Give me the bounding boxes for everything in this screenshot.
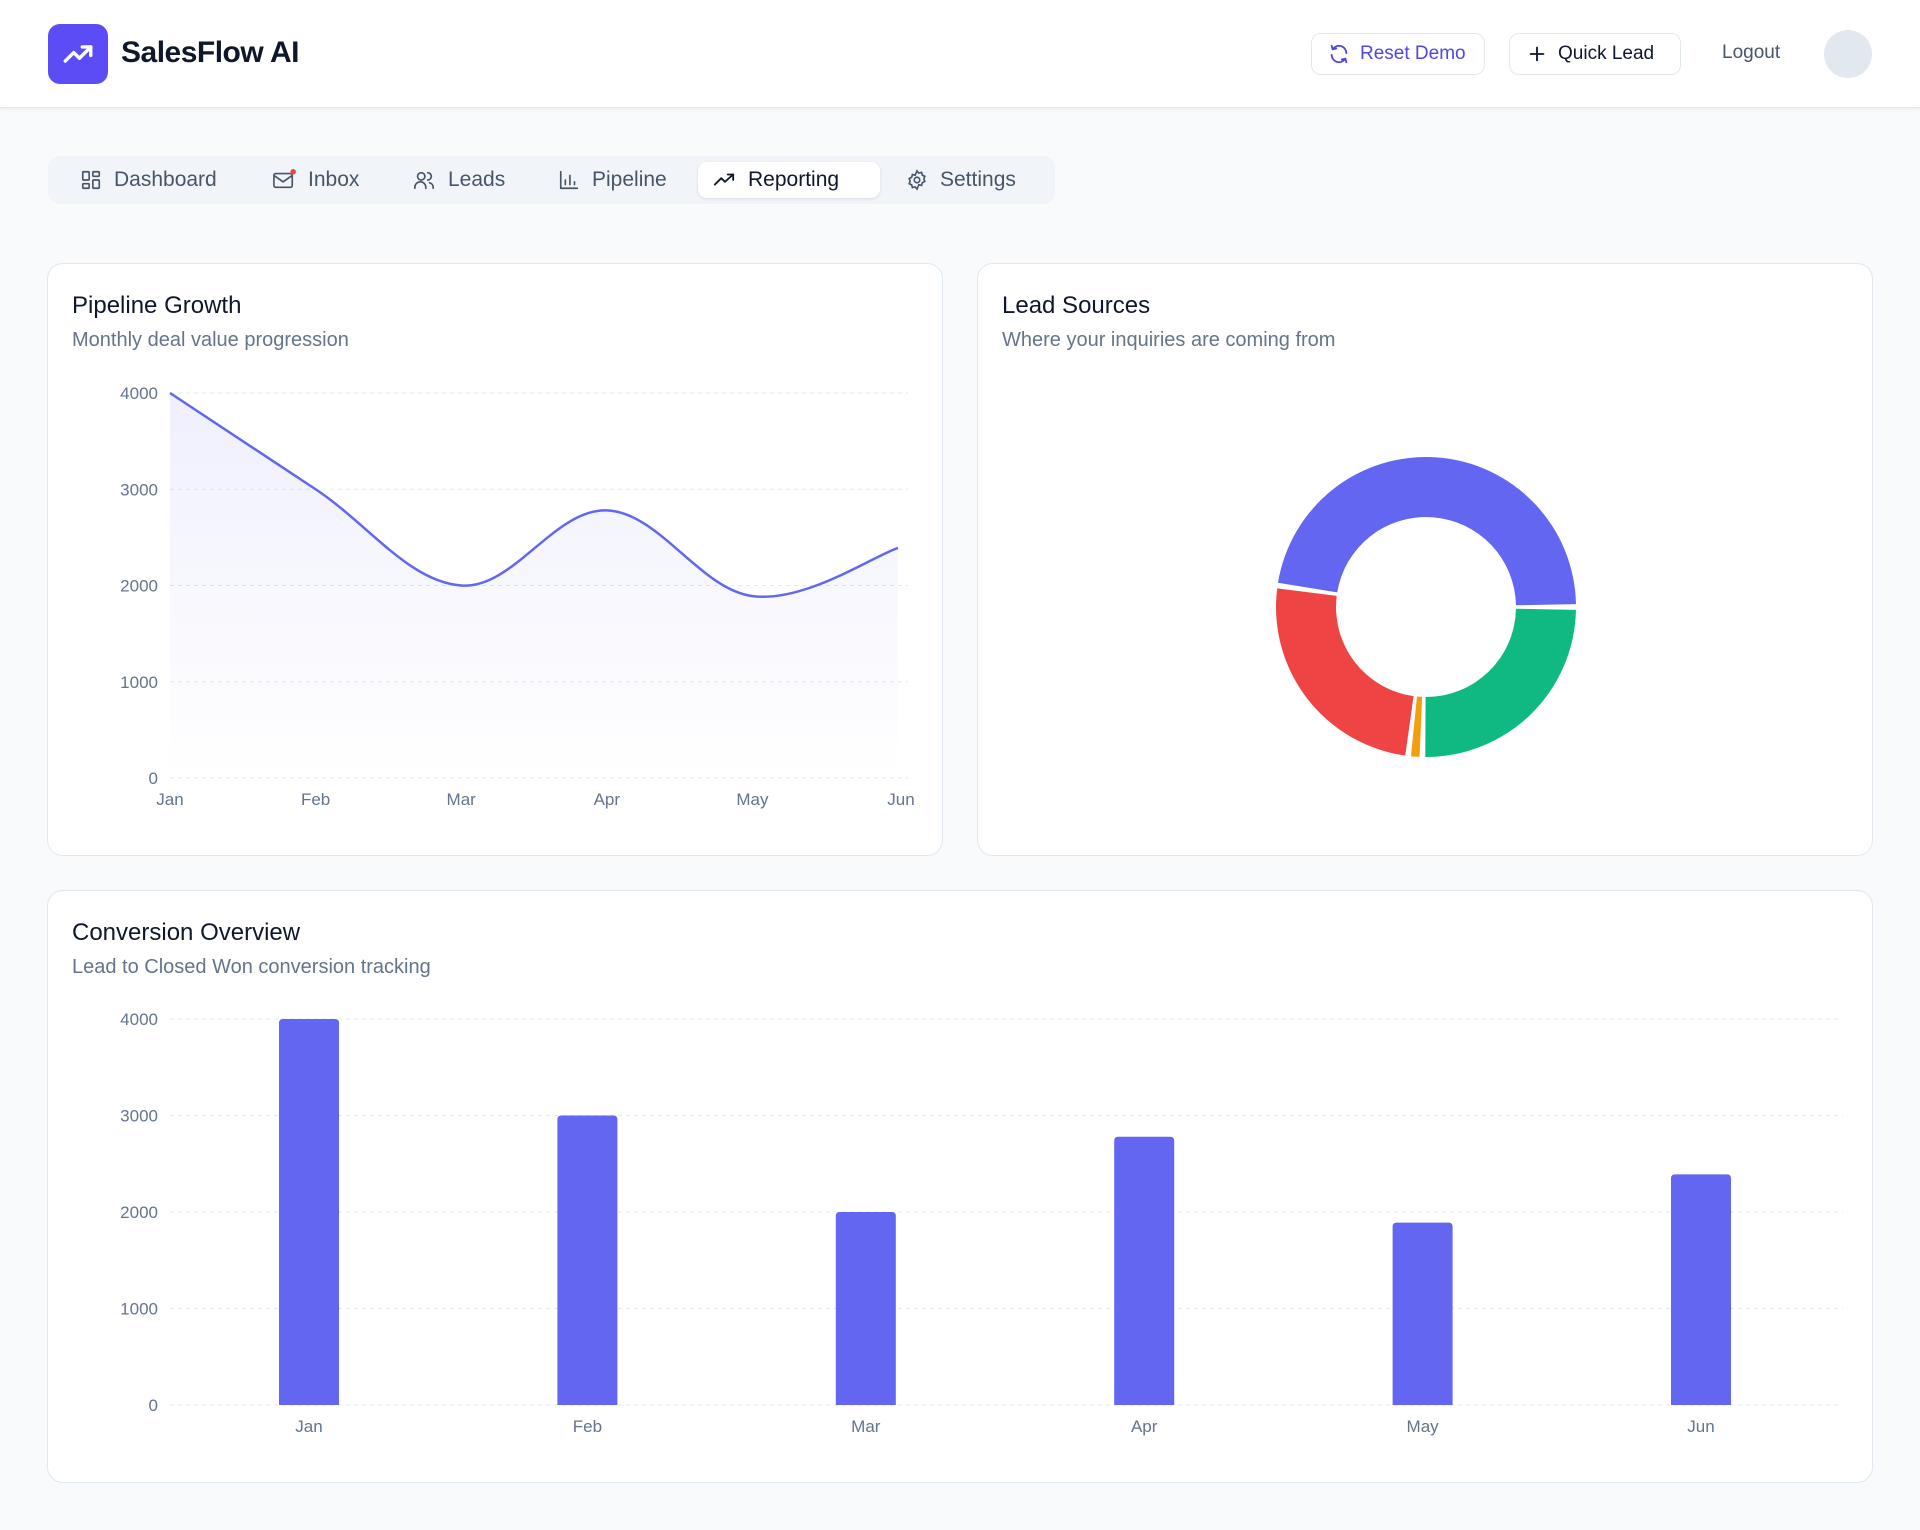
brand-name: SalesFlow AI [121,36,299,69]
main-tabs: Dashboard Inbox Leads Pipeline [48,156,1055,204]
y-tick-label: 0 [149,769,158,788]
bar [835,1212,896,1405]
tab-reporting-label: Reporting [748,168,840,191]
area-fill [170,393,898,778]
quick-lead-button[interactable]: Quick Lead [1509,33,1681,75]
y-tick-label: 0 [149,1396,158,1415]
quick-lead-label: Quick Lead [1558,43,1655,64]
x-tick-label: Mar [851,1417,881,1436]
tab-leads-label: Leads [448,168,506,191]
bar [279,1019,339,1405]
y-tick-label: 1000 [120,673,158,692]
bar [557,1115,618,1405]
bar [1114,1136,1175,1405]
refresh-icon [1330,44,1348,64]
card-title: Pipeline Growth [72,292,242,319]
plus-icon [1529,46,1545,62]
reset-demo-button[interactable]: Reset Demo [1311,33,1485,75]
card-subtitle: Where your inquiries are coming from [1002,329,1336,351]
x-tick-label: Feb [301,790,330,809]
tab-settings-label: Settings [940,168,1016,191]
lead-sources-card: Lead Sources Where your inquiries are co… [977,263,1873,856]
tab-dashboard[interactable]: Dashboard [66,162,231,198]
tab-dashboard-label: Dashboard [114,168,217,191]
top-header: SalesFlow AI Reset Demo Quick Lead Logou… [0,0,1920,108]
y-tick-label: 4000 [120,384,158,403]
bar [1392,1222,1453,1405]
x-tick-label: Jan [156,790,183,809]
y-tick-label: 1000 [120,1300,158,1319]
tab-pipeline[interactable]: Pipeline [544,162,681,198]
reset-demo-label: Reset Demo [1360,43,1466,64]
app-logo[interactable] [48,24,108,84]
y-tick-label: 2000 [120,577,158,596]
tab-reporting[interactable]: Reporting [698,162,880,198]
trending-up-icon [713,173,735,186]
tab-inbox-label: Inbox [308,168,360,191]
card-title: Conversion Overview [72,919,301,946]
trending-up-icon [63,45,93,63]
bar-chart-icon [559,170,579,190]
x-tick-label: Jan [295,1417,322,1436]
donut-slice [1276,588,1414,756]
tab-pipeline-label: Pipeline [592,168,667,191]
x-tick-label: Jun [887,790,914,809]
x-tick-label: Feb [573,1417,602,1436]
bar [1671,1174,1731,1405]
x-tick-label: Mar [447,790,477,809]
tab-leads[interactable]: Leads [398,162,519,198]
series-line [169,391,899,598]
donut-slice [1410,696,1423,757]
donut-slice [1425,608,1576,757]
pipeline-growth-card: Pipeline Growth Monthly deal value progr… [47,263,943,856]
y-tick-label: 2000 [120,1203,158,1222]
card-title: Lead Sources [1002,292,1151,319]
y-tick-label: 3000 [120,480,158,499]
tab-inbox[interactable]: Inbox [258,162,373,198]
x-tick-label: May [1407,1417,1440,1436]
conversion-bar-chart: 0 1000 2000 3000 4000 Jan Feb Mar Apr May Jun [120,1010,1843,1436]
tab-settings[interactable]: Settings [892,162,1030,198]
logout-link[interactable]: Logout [1722,42,1781,63]
y-tick-label: 4000 [120,1010,158,1029]
dashboard-grid-icon [81,170,101,190]
lead-sources-donut-chart [1276,457,1576,757]
conversion-overview-card: Conversion Overview Lead to Closed Won c… [47,890,1873,1483]
pipeline-area-chart: 0 1000 2000 3000 4000 Jan Feb Mar Apr May Jun [120,384,915,809]
y-tick-label: 3000 [120,1107,158,1126]
x-tick-label: Apr [594,790,621,809]
user-avatar[interactable] [1824,30,1872,78]
mail-icon [273,169,296,189]
donut-slice [1277,457,1576,606]
card-subtitle: Lead to Closed Won conversion tracking [72,956,431,978]
users-icon [414,171,434,190]
x-tick-label: Apr [1131,1417,1158,1436]
gear-icon [908,169,926,191]
x-tick-label: Jun [1687,1417,1714,1436]
card-subtitle: Monthly deal value progression [72,329,349,351]
x-tick-label: May [736,790,769,809]
